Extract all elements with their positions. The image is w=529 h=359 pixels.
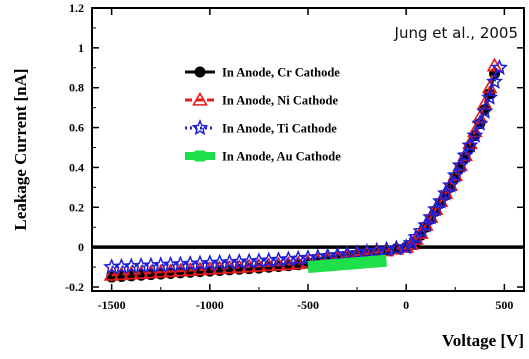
data-point [432, 192, 450, 209]
data-point [422, 209, 439, 223]
x-tick-label: -1500 [98, 298, 126, 312]
data-point [446, 166, 464, 183]
legend-entry: In Anode, Au Cathode [185, 150, 341, 164]
citation-annotation: Jung et al., 2005 [394, 24, 518, 42]
data-point [427, 200, 445, 217]
data-point [422, 208, 440, 225]
data-point [103, 266, 120, 281]
data-point [452, 157, 469, 172]
data-point [490, 58, 508, 76]
legend-label: In Anode, Ti Cathode [222, 122, 337, 136]
y-tick-label: 1 [78, 41, 84, 55]
x-tick-label: 0 [403, 298, 409, 312]
data-point [417, 216, 435, 233]
y-tick-label: 0 [78, 240, 84, 254]
data-point [113, 266, 130, 281]
data-point [133, 265, 149, 279]
data-point [123, 265, 140, 280]
legend-swatch-marker [194, 150, 206, 162]
y-tick-label: 1.2 [69, 1, 84, 15]
data-point [457, 147, 473, 162]
data-point [436, 184, 454, 201]
data-point [441, 176, 459, 193]
data-point [427, 201, 444, 215]
data-point [476, 102, 494, 119]
data-point [437, 185, 454, 200]
legend-swatch-marker [192, 91, 208, 106]
x-axis-title: Voltage [V] [442, 331, 524, 350]
legend-entry: In Anode, Ni Cathode [185, 91, 338, 108]
data-point [471, 114, 489, 131]
data-point [447, 167, 464, 182]
data-point [481, 88, 499, 105]
data-point [466, 126, 484, 143]
data-point [432, 193, 449, 207]
x-tick-label: -500 [297, 298, 319, 312]
legend-swatch-marker [194, 66, 206, 78]
legend-label: In Anode, Ni Cathode [222, 94, 338, 108]
y-tick-label: 0.8 [69, 81, 84, 95]
data-point [486, 72, 504, 89]
legend-swatch-marker [191, 119, 209, 136]
legend-label: In Anode, Au Cathode [222, 150, 341, 164]
legend-entry: In Anode, Ti Cathode [185, 119, 337, 136]
data-point [143, 264, 159, 279]
legend-entry: In Anode, Cr Cathode [185, 66, 340, 80]
y-tick-label: 0.4 [69, 160, 84, 174]
data-point [152, 263, 169, 278]
y-tick-label: 0.2 [69, 200, 84, 214]
data-point [451, 156, 469, 173]
y-tick-label: 0.6 [69, 121, 84, 135]
y-axis-title: Leakage Current [nA] [11, 68, 30, 230]
data-point [456, 146, 474, 163]
series-3 [103, 58, 508, 275]
data-point [461, 136, 479, 153]
x-tick-label: -1000 [196, 298, 224, 312]
x-tick-label: 500 [495, 298, 513, 312]
legend-label: In Anode, Cr Cathode [222, 66, 340, 80]
y-tick-label: -0.2 [65, 280, 84, 294]
series-4 [307, 254, 387, 274]
data-point [442, 177, 459, 192]
data-point [397, 238, 415, 255]
series-line [307, 254, 387, 274]
